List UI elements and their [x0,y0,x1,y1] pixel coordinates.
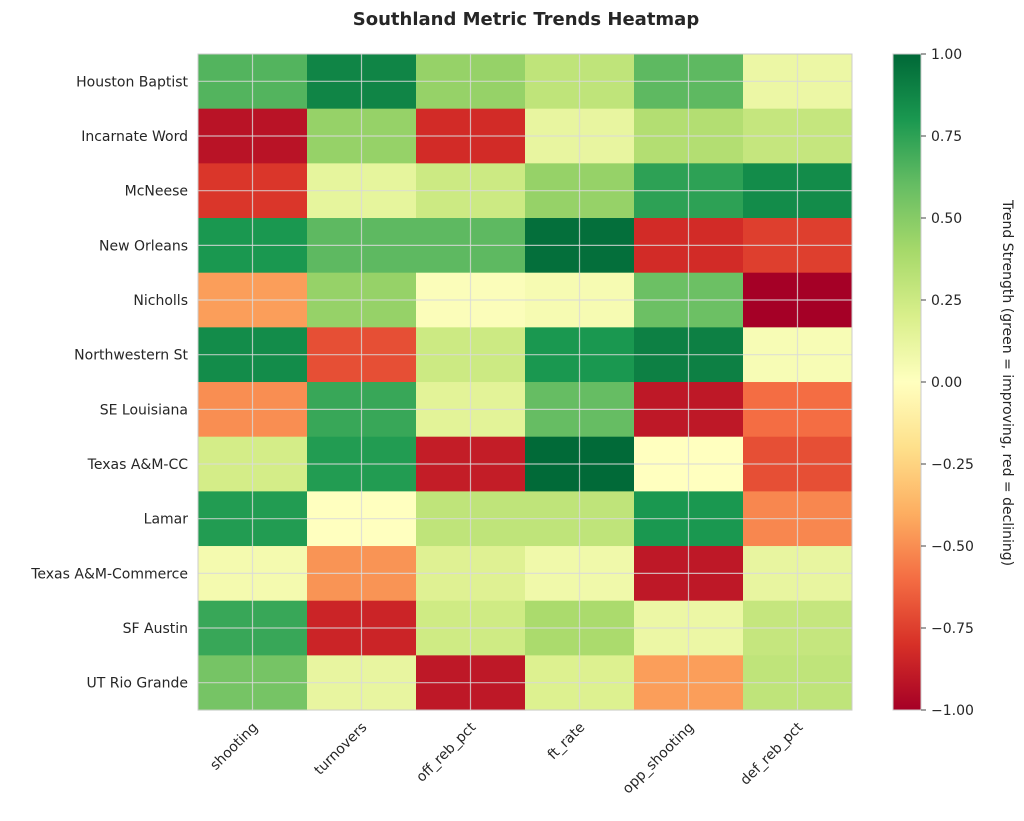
colorbar-gradient [892,53,922,711]
heatmap-cells [198,54,853,711]
column-label: ft_rate [545,720,589,764]
row-label: Incarnate Word [81,129,188,145]
row-label: Houston Baptist [76,74,188,90]
row-label: Nicholls [133,293,188,309]
row-label: Northwestern St [74,348,188,364]
row-label: Lamar [144,512,189,528]
row-label: McNeese [125,184,188,200]
colorbar-tick-label: 0.50 [931,211,962,227]
row-label: Texas A&M-Commerce [30,566,188,582]
colorbar-tick-label: −0.75 [931,621,974,637]
column-label: turnovers [311,720,370,779]
row-labels: Houston Baptist Incarnate Word McNeese New … [30,74,188,691]
column-label: def_reb_pct [737,719,806,788]
column-labels: shooting turnovers off_reb_pct ft_rate opp_s… [207,719,806,797]
column-label: opp_shooting [620,720,698,798]
row-label: SF Austin [123,621,188,637]
colorbar-tick-label: −1.00 [931,703,974,719]
colorbar-tick-label: 0.25 [931,293,962,309]
heatmap-grid [197,53,853,711]
column-label: off_reb_pct [413,719,479,785]
colorbar-tick-label: −0.50 [931,539,974,555]
column-label: shooting [207,720,261,774]
plot-border [197,53,853,711]
colorbar: 1.00 0.75 0.50 0.25 0.00 −0.25 −0.50 −0.75 −1.00 [892,47,974,719]
colorbar-tick-label: 1.00 [931,47,962,63]
row-label: SE Louisiana [100,402,188,418]
row-label: New Orleans [99,238,188,254]
row-label: Texas A&M-CC [87,457,189,473]
chart-title: Southland Metric Trends Heatmap [353,9,700,30]
colorbar-tick-label: 0.00 [931,375,962,391]
row-label: UT Rio Grande [87,676,188,692]
colorbar-tick-label: 0.75 [931,129,962,145]
colorbar-tick-label: −0.25 [931,457,974,473]
colorbar-label: Trend Strength (green = improving, red =… [999,199,1015,566]
